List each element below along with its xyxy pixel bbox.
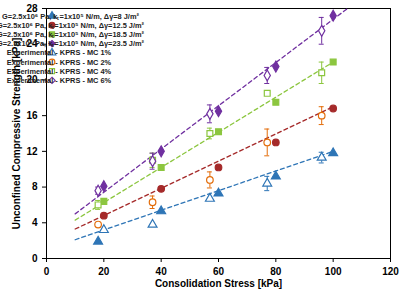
svg-text:0: 0 bbox=[32, 253, 38, 264]
svg-text:28: 28 bbox=[26, 2, 38, 14]
svg-text:DEM - G=2.5x10⁶ Pa, kₜ=1x10⁵ N: DEM - G=2.5x10⁶ Pa, kₜ=1x10⁵ N/m, Δγ=8 J… bbox=[0, 12, 139, 21]
svg-text:60: 60 bbox=[213, 266, 225, 277]
svg-text:4: 4 bbox=[32, 217, 38, 228]
svg-text:Unconfined Compressive Strengt: Unconfined Compressive Strength [kPa] bbox=[10, 37, 22, 230]
svg-text:20: 20 bbox=[98, 266, 110, 277]
svg-text:Consolidation Stress [kPa]: Consolidation Stress [kPa] bbox=[155, 278, 282, 289]
svg-text:0: 0 bbox=[44, 266, 50, 277]
svg-text:80: 80 bbox=[270, 266, 282, 277]
svg-text:DEM - G=2.5x10⁶ Pa, kₜ=1x10⁵ N: DEM - G=2.5x10⁶ Pa, kₜ=1x10⁵ N/m, Δγ=12.… bbox=[0, 21, 145, 30]
svg-text:DEM - G=2.5x10⁶ Pa, kₜ=1x10⁵ N: DEM - G=2.5x10⁶ Pa, kₜ=1x10⁵ N/m, Δγ=23.… bbox=[0, 39, 145, 48]
svg-text:DEM - G=2.5x10⁶ Pa, kₜ=1x10⁵ N: DEM - G=2.5x10⁶ Pa, kₜ=1x10⁵ N/m, Δγ=18.… bbox=[0, 30, 145, 39]
svg-text:40: 40 bbox=[156, 266, 168, 277]
svg-text:Experimental - KPRS - MC 1%: Experimental - KPRS - MC 1% bbox=[7, 48, 112, 57]
svg-text:Experimental - KPRS - MC 6%: Experimental - KPRS - MC 6% bbox=[7, 76, 112, 85]
svg-text:8: 8 bbox=[32, 181, 38, 192]
svg-text:120: 120 bbox=[382, 266, 399, 277]
svg-text:Experimental - KPRS - MC 2%: Experimental - KPRS - MC 2% bbox=[7, 58, 112, 67]
svg-text:Experimental - KPRS - MC 4%: Experimental - KPRS - MC 4% bbox=[7, 67, 112, 76]
svg-text:16: 16 bbox=[26, 110, 38, 121]
svg-text:12: 12 bbox=[26, 146, 38, 157]
svg-text:100: 100 bbox=[325, 266, 342, 277]
